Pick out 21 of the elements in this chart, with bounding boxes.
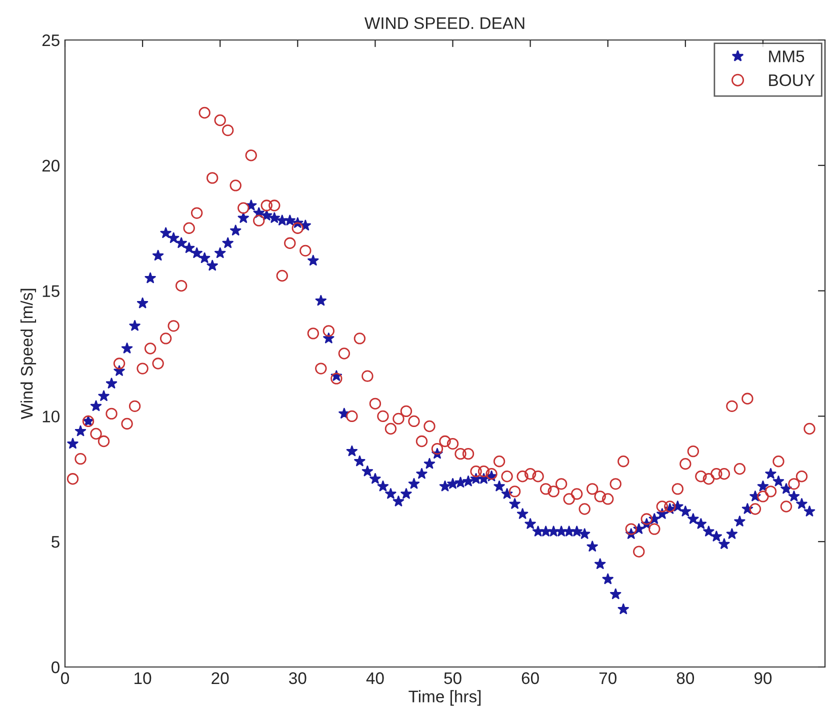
x-tick-label: 0 (61, 672, 69, 684)
y-tick-label: 10 (42, 410, 60, 422)
x-tick-label: 30 (289, 672, 306, 684)
y-tick-label: 25 (42, 34, 60, 46)
legend-label: BOUY (769, 74, 815, 86)
y-tick-label: 5 (52, 536, 60, 548)
y-tick-label: 15 (42, 285, 60, 298)
x-tick-label: 50 (444, 672, 462, 684)
x-tick-label: 10 (134, 672, 152, 684)
chart-title: WIND SPEED. DEAN (364, 17, 524, 30)
x-tick-label: 80 (676, 672, 694, 684)
y-tick-label: 0 (52, 661, 60, 674)
legend-label: MM5 (769, 50, 804, 62)
x-tick-label: 40 (366, 672, 384, 684)
x-axis-title: Time [hrs] (408, 690, 481, 706)
x-tick-label: 20 (212, 672, 229, 684)
x-tick-label: 90 (754, 672, 772, 684)
y-tick-label: 20 (42, 160, 60, 172)
y-axis-title: Wind Speed [m/s] (20, 288, 36, 420)
x-tick-label: 60 (522, 672, 539, 684)
x-tick-label: 70 (599, 672, 616, 684)
